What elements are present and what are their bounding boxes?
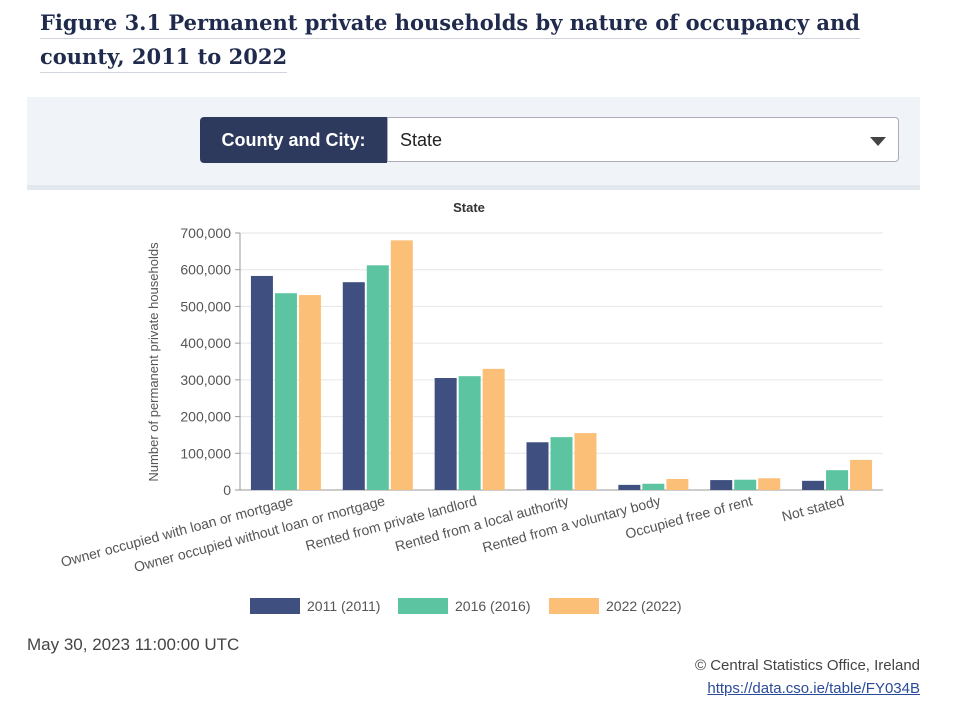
- bar: [826, 470, 849, 490]
- bar: [850, 459, 873, 490]
- y-tick-label: 600,000: [180, 262, 231, 278]
- bar: [342, 282, 365, 490]
- chart-title: State: [453, 200, 485, 215]
- y-tick-label: 300,000: [180, 372, 231, 388]
- bar: [526, 442, 549, 490]
- y-tick-label: 200,000: [180, 409, 231, 425]
- y-tick-label: 700,000: [180, 225, 231, 241]
- dropdown-value[interactable]: State: [400, 130, 443, 150]
- x-tick-label: Not stated: [780, 492, 846, 524]
- bar: [250, 275, 273, 490]
- legend-swatch: [250, 598, 300, 614]
- dropdown-arrow[interactable]: [870, 137, 886, 146]
- bar: [458, 376, 481, 490]
- bar: [618, 484, 641, 490]
- bar: [366, 265, 389, 490]
- y-tick-label: 500,000: [180, 298, 231, 314]
- timestamp: May 30, 2023 11:00:00 UTC: [27, 635, 240, 654]
- dropdown-label: County and City:: [200, 117, 387, 163]
- bar: [734, 479, 757, 490]
- y-axis-label: Number of permanent private households: [146, 242, 161, 482]
- y-tick-label: 0: [223, 482, 231, 498]
- copyright: © Central Statistics Office, Ireland: [694, 657, 920, 674]
- bar: [298, 295, 321, 490]
- bar: [758, 478, 781, 490]
- bar: [274, 293, 297, 490]
- bar: [482, 368, 505, 490]
- figure-title: Figure 3.1 Permanent private households …: [40, 6, 900, 74]
- legend-swatch: [398, 598, 448, 614]
- legend-label: 2011 (2011): [307, 598, 380, 614]
- bar: [642, 483, 665, 490]
- bar: [390, 240, 413, 490]
- dropdown[interactable]: State: [387, 117, 899, 162]
- bar: [710, 480, 733, 490]
- bar: [574, 433, 597, 490]
- source-link[interactable]: https://data.cso.ie/table/FY034B: [707, 680, 920, 697]
- bar: [550, 437, 573, 490]
- bar: [802, 480, 825, 490]
- legend-label: 2022 (2022): [606, 598, 682, 614]
- chart: State Number of permanent private househ…: [59, 200, 883, 614]
- legend-swatch: [549, 598, 599, 614]
- y-tick-label: 100,000: [180, 445, 231, 461]
- bar: [666, 478, 689, 490]
- y-tick-label: 400,000: [180, 335, 231, 351]
- bar: [434, 378, 457, 490]
- legend-label: 2016 (2016): [455, 598, 531, 614]
- figure-title-text: Figure 3.1 Permanent private households …: [40, 10, 860, 73]
